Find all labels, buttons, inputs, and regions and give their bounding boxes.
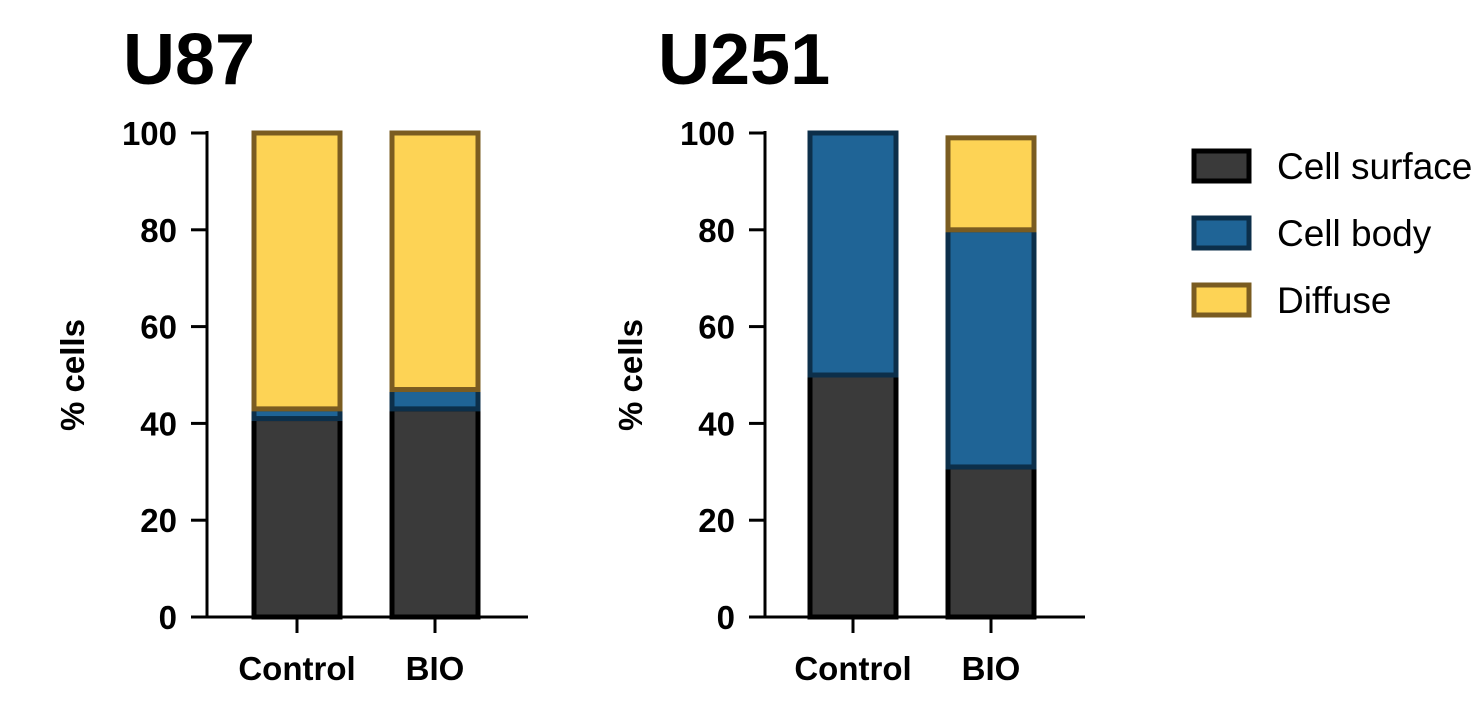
charts: U87 % cells Control BIO 0 20 40 60 80 100 U251 % ce…	[54, 20, 1085, 687]
y-tick-label: 60	[140, 309, 177, 346]
legend-item: Diffuse	[1191, 280, 1392, 321]
y-tick-label: 0	[159, 599, 177, 636]
y-tick-label: 20	[140, 502, 177, 539]
legend-label: Diffuse	[1277, 280, 1392, 321]
y-tick-label: 0	[717, 599, 735, 636]
legend-item: Cell body	[1191, 213, 1432, 254]
bar-segment-diffuse	[945, 135, 1037, 233]
y-tick-label: 80	[140, 212, 177, 249]
bar-segment-cell-surface	[945, 464, 1037, 620]
chart-0: U87 % cells Control BIO 0 20 40 60 80 100	[54, 20, 528, 687]
y-tick-label: 100	[122, 115, 177, 152]
bar-segment-cell-body	[807, 130, 899, 378]
bar-segment-cell-surface	[251, 416, 343, 620]
y-tick-label: 40	[140, 405, 177, 442]
legend-item: Cell surface	[1191, 146, 1472, 187]
chart-title: U87	[123, 20, 255, 100]
x-tick-label: Control	[794, 650, 911, 687]
legend-swatch	[1191, 215, 1252, 251]
chart-title: U251	[658, 20, 830, 100]
legend-label: Cell body	[1277, 213, 1432, 254]
bar-segment-diffuse	[389, 130, 481, 393]
legend-swatch	[1191, 148, 1252, 184]
chart-1: U251 % cells Control BIO 0 20 40 60 80 100	[612, 20, 1085, 687]
y-tick-label: 20	[698, 502, 735, 539]
bar-segment-cell-body	[389, 387, 481, 412]
y-tick-label: 100	[680, 115, 735, 152]
y-tick-label: 60	[698, 309, 735, 346]
y-tick-label: 80	[698, 212, 735, 249]
y-tick-label: 40	[698, 405, 735, 442]
bar-segment-cell-body	[945, 227, 1037, 470]
bar-segment-diffuse	[251, 130, 343, 412]
x-tick-label: BIO	[962, 650, 1021, 687]
y-axis-label: % cells	[612, 319, 649, 431]
x-tick-label: BIO	[406, 650, 465, 687]
y-axis-label: % cells	[54, 319, 91, 431]
legend: Cell surface Cell body Diffuse	[1191, 146, 1472, 321]
legend-swatch	[1191, 282, 1252, 318]
x-tick-label: Control	[238, 650, 355, 687]
bar-segment-cell-surface	[807, 372, 899, 620]
bar-segment-cell-surface	[389, 406, 481, 620]
legend-label: Cell surface	[1277, 146, 1472, 187]
